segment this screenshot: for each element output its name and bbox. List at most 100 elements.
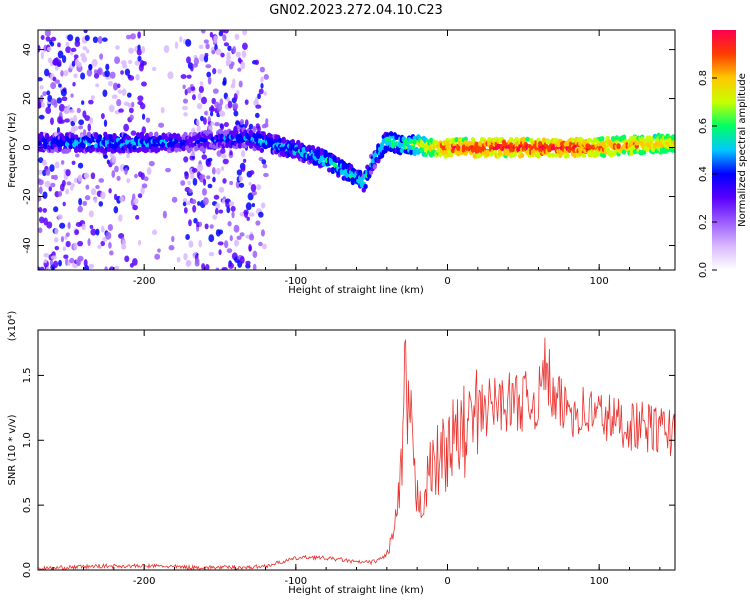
spectrogram-ridge-cell [587,137,592,143]
spectrogram-cell [239,119,245,126]
spectrogram-cell [97,67,103,76]
spectrogram-cell [200,30,206,34]
spectrogram-cell [183,156,189,163]
spectrogram-cell [215,167,221,175]
spectrogram-cell [134,173,138,179]
spectrogram-ridge-cell [379,153,385,159]
spectrogram-cell [188,219,192,227]
spectrogram-cell [234,33,240,40]
spectrogram-ridge-cell [629,150,634,157]
spectrogram-cell [215,48,222,56]
spectrogram-cell [199,81,204,86]
spectrogram-ridge-cell [363,183,368,190]
colorbar-label: Normalized spectral amplitude [737,73,748,227]
spectrogram-cell [84,195,91,201]
spectrogram-ridge-cell [155,147,161,153]
spectrogram-cell [58,259,62,267]
spectrogram-cell [215,267,220,270]
spectrogram-cell [220,52,225,58]
spectrogram-cell [257,93,261,100]
spectrogram-cell [52,76,57,82]
spectrogram-ridge-cell [99,147,104,153]
spectrogram-cell [102,37,108,42]
spectrogram-cell [50,117,54,126]
spectrogram-cell [95,83,100,88]
spectrogram-ridge-cell [385,132,390,138]
spectrogram-cell [140,172,145,180]
spectrogram-cell [220,153,227,159]
spectrogram-cell [129,114,134,121]
spectrogram-cell [114,56,121,65]
spectrogram-cell [211,97,216,105]
spectrogram-cell [77,61,82,68]
spectrogram-cell [140,186,145,195]
spectrogram-cell [145,117,151,123]
spectrogram-cell [50,36,57,42]
spectrogram-cell [83,30,88,34]
spectrogram-cell [82,46,88,51]
snr-scale-label: (x10⁴) [7,311,18,342]
spectrogram-ridge-cell [86,131,92,138]
spectrogram-cell [238,182,245,188]
spectrogram-cell [39,266,45,270]
spectrogram-cell [49,164,55,172]
spectrogram-cell [193,57,200,66]
spectrogram-cell [125,34,132,40]
spectrogram-cell [263,73,269,80]
spectrogram-cell [100,191,106,200]
spectrogram-cell [78,125,84,130]
spectrogram-cell [105,231,112,240]
spectrogram-cell [115,45,120,50]
spectrogram-cell [206,71,212,78]
spectrogram-cell [118,232,125,239]
spectrogram-cell [188,188,193,194]
spectrogram-ridge-cell [259,147,265,153]
spectrogram-ridge-cell [594,151,599,157]
spectrogram-cell [258,241,263,247]
spectrogram-ridge-cell [600,136,605,142]
spectrogram-ridge-cell [376,158,381,164]
spectrogram-cell [78,197,83,206]
spectrogram-cell [62,246,67,252]
spectrogram-cell [226,206,231,214]
spectrogram-cell [194,260,200,267]
spectrogram-cell [261,159,267,165]
spectrogram-cell [233,110,239,117]
spectrogram-ridge-cell [565,152,570,158]
spectrogram-x-tick-label: 100 [590,276,609,287]
spectrogram-cell [100,225,105,233]
spectrogram-cell [80,72,86,80]
spectrogram-ridge-cell [234,129,239,136]
spectrogram-cell [244,99,249,105]
spectrogram-cell [199,174,206,179]
spectrogram-cell [42,91,47,97]
spectrogram-cell [239,256,245,264]
spectrogram-ridge-cell [672,140,675,146]
spectrogram-cell [85,184,90,190]
spectrogram-cell [58,103,65,112]
spectrogram-cell [209,111,214,117]
spectrogram-ridge-cell [525,136,530,142]
spectrogram-cell [245,202,252,211]
spectrogram-y-tick-label: -20 [22,188,33,204]
spectrogram-cell [132,204,138,211]
spectrogram-cell [141,126,146,134]
spectrogram-cell [60,236,65,243]
spectrogram-cell [231,211,235,219]
spectrogram-cell [217,241,224,246]
spectrogram-cell [196,103,203,110]
spectrogram-cell [174,41,179,49]
spectrogram-ridge-cell [57,146,63,152]
spectrogram-cell [45,36,51,42]
spectrogram-cell [128,107,134,114]
spectrogram-cell [263,91,267,96]
spectrogram-cell [218,209,224,214]
spectrogram-cell [126,153,131,159]
spectrogram-cell [59,111,63,117]
spectrogram-cell [83,172,90,179]
spectrogram-ridge-cell [519,152,525,158]
spectrogram-cell [62,201,66,207]
spectrogram-cell [180,180,186,186]
spectrogram-cell [77,162,84,169]
